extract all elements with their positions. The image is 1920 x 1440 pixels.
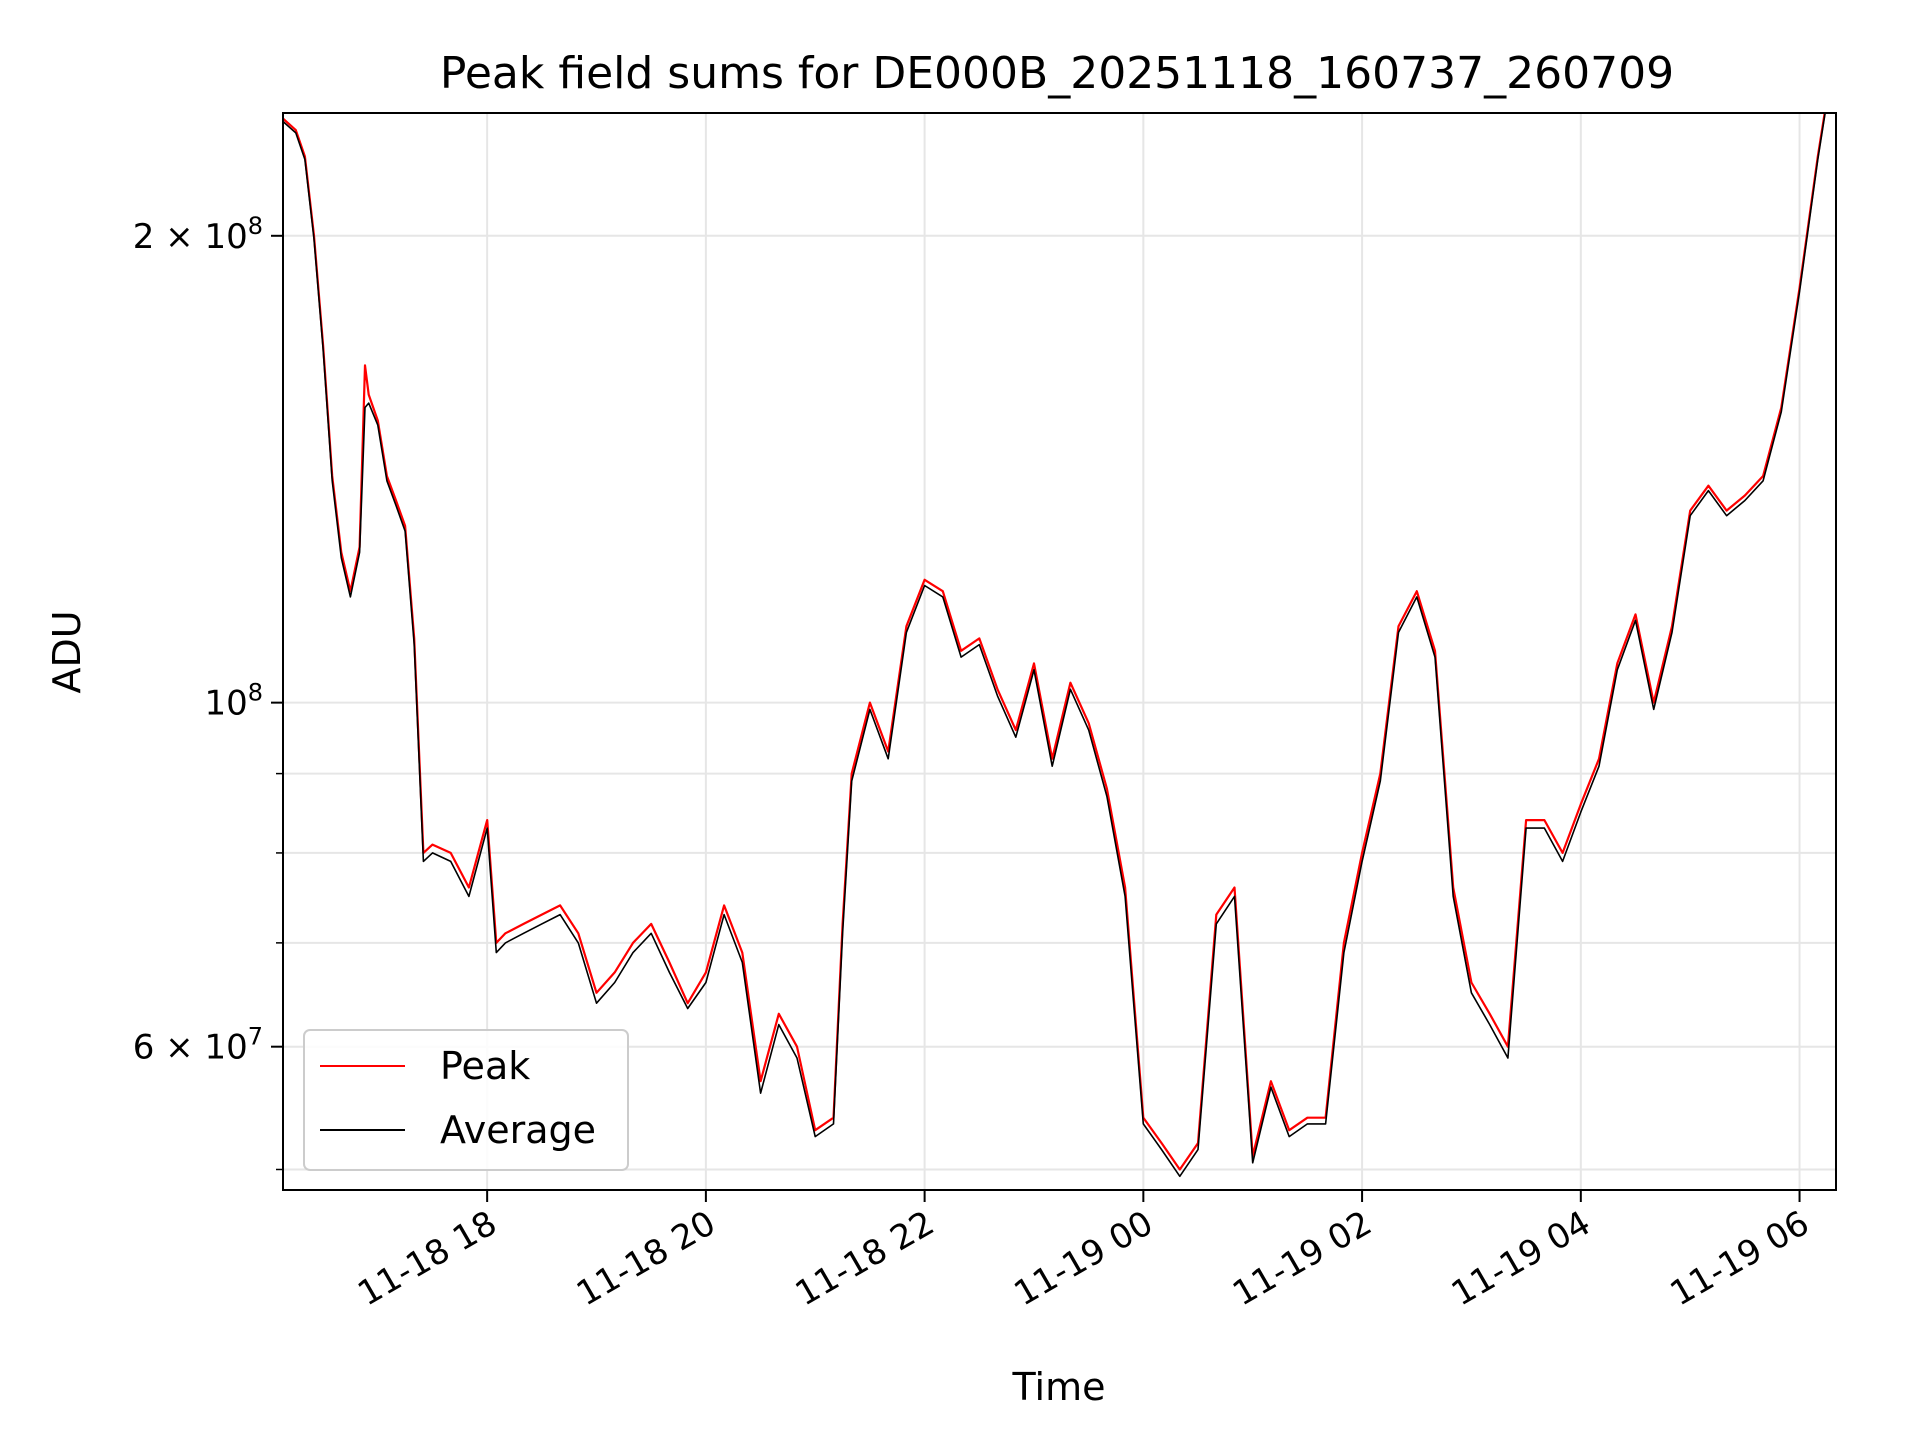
legend-label-peak: Peak xyxy=(440,1044,530,1088)
plot-frame xyxy=(282,112,1837,1191)
plot-area xyxy=(283,113,1826,1178)
y-tick-label: 2 × 108 xyxy=(133,212,263,257)
series-lines xyxy=(283,113,1826,1178)
legend-label-average: Average xyxy=(440,1108,596,1152)
legend: Peak Average xyxy=(303,1029,629,1171)
y-axis-label: ADU xyxy=(45,610,89,693)
series-line-average xyxy=(283,113,1826,1178)
x-axis-label: Time xyxy=(1012,1365,1106,1409)
y-tick-label: 6 × 107 xyxy=(133,1023,263,1068)
chart-title: Peak field sums for DE000B_20251118_1607… xyxy=(440,48,1674,99)
